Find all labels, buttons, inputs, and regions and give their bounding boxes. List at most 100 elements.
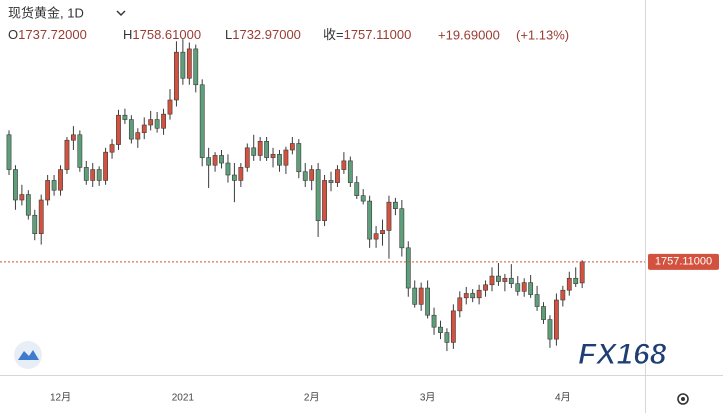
candle-body — [212, 155, 218, 166]
candle-body — [38, 199, 44, 234]
chart-title[interactable]: 现货黄金, 1D — [8, 5, 84, 20]
candle-body — [13, 169, 18, 201]
ohlc-item: O1737.72000 — [8, 27, 87, 42]
ohlc-legend: O1737.72000 H1758.61000 L1732.97000 收=1757.… — [8, 27, 569, 42]
candle-body — [180, 51, 186, 79]
candle-body — [270, 154, 276, 158]
candle-body — [219, 155, 224, 164]
ohlc-item: L1732.97000 — [225, 27, 301, 42]
candle-body — [283, 149, 289, 166]
candle-body — [341, 160, 347, 170]
ohlc-label: 收= — [323, 27, 344, 42]
x-tick-label: 12月 — [50, 392, 71, 404]
candle-body — [412, 287, 418, 305]
ohlc-label: H — [123, 27, 132, 42]
candle-body — [244, 147, 250, 168]
candle-body — [528, 282, 534, 295]
gear[interactable] — [677, 393, 689, 405]
ohlc-item: H1758.61000 — [123, 27, 201, 42]
candle-body — [257, 141, 263, 156]
candle-body — [77, 134, 83, 168]
candle-body — [64, 139, 70, 170]
candle-body — [367, 200, 373, 240]
candle-body — [128, 119, 134, 140]
candle-body — [51, 180, 57, 191]
dropdown-chevron[interactable] — [116, 10, 126, 16]
ohlc-label: O — [8, 27, 18, 42]
candle-body — [579, 261, 585, 284]
candle-body — [186, 48, 192, 79]
candle-body — [148, 119, 154, 126]
candle-body — [19, 194, 25, 201]
candle-body — [6, 134, 12, 170]
candle-body — [232, 174, 237, 181]
candle-body — [502, 277, 508, 282]
candle-body — [309, 169, 315, 181]
candle-body — [45, 180, 51, 201]
last-price-tag — [648, 253, 719, 270]
candle-body — [508, 277, 514, 284]
candle-body — [289, 143, 295, 151]
candle-body — [109, 144, 115, 153]
candle-body — [521, 282, 527, 292]
candle-body — [470, 293, 476, 299]
candle-body — [90, 169, 96, 181]
candle-body — [25, 194, 31, 216]
candle-body — [457, 297, 463, 312]
candle-body — [83, 167, 89, 181]
ohlc-value: 1737.72000 — [18, 27, 87, 42]
candle-body — [296, 143, 302, 173]
candle-body — [541, 306, 546, 320]
candle-body — [496, 275, 501, 282]
candle-body — [193, 48, 199, 86]
candle-body — [573, 277, 579, 284]
gear-hub — [681, 397, 685, 401]
logo-icon — [14, 341, 42, 369]
candle-body — [302, 171, 308, 181]
candle-body — [489, 275, 495, 286]
candle-body — [328, 180, 334, 183]
candle-body — [553, 299, 559, 340]
settings-icon[interactable] — [677, 393, 689, 405]
candle-body — [431, 314, 437, 328]
candle-body — [167, 99, 173, 115]
candle-body — [534, 294, 540, 307]
x-tick-label: 2021 — [172, 393, 195, 404]
logo-shape — [18, 350, 39, 360]
candle-body — [322, 180, 327, 221]
ohlc-value: 1732.97000 — [232, 27, 301, 42]
candle-body — [315, 169, 321, 221]
x-tick-label: 4月 — [555, 392, 571, 404]
x-tick-label: 3月 — [420, 392, 436, 404]
watermark: FX168 — [578, 338, 667, 371]
candle-body — [386, 201, 392, 231]
candle-body — [141, 124, 147, 133]
ohlc-value: 1757.11000 — [344, 27, 412, 42]
change-pct: (+1.13%) — [516, 27, 569, 42]
candle-body — [392, 201, 398, 209]
candle-body — [438, 326, 443, 333]
candle-body — [154, 119, 160, 129]
candle-body — [277, 154, 282, 166]
candle-body — [116, 114, 121, 145]
ohlc-item: 收=1757.11000 — [323, 27, 411, 42]
candle-body — [335, 169, 340, 183]
candle-body — [225, 162, 231, 176]
candle-body — [560, 289, 566, 301]
candle-body — [206, 157, 212, 166]
candle-body — [425, 287, 430, 316]
candle-body — [264, 141, 269, 158]
candle-body — [32, 214, 38, 234]
candle-body — [347, 160, 353, 183]
candle-body — [476, 289, 482, 299]
candle-body — [135, 132, 141, 140]
candle-body — [58, 169, 63, 191]
candle-body — [515, 283, 521, 292]
candle-body — [405, 247, 411, 289]
x-tick-label: 2月 — [304, 392, 320, 404]
candle-body — [418, 287, 424, 305]
candle-body — [238, 167, 244, 181]
candle-body — [444, 332, 450, 343]
